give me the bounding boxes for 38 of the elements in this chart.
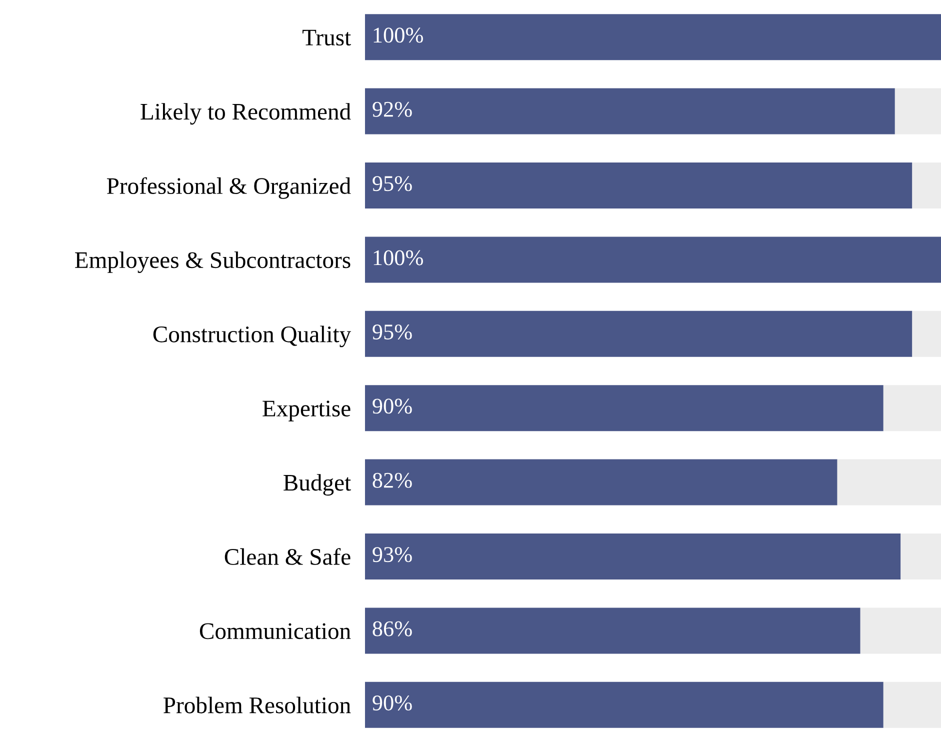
y-tick-label: Clean & Safe: [224, 548, 350, 565]
bar: [365, 682, 884, 728]
bar: [365, 608, 860, 654]
y-tick-label: Construction Quality: [153, 326, 352, 348]
data-label: 95%: [372, 324, 412, 340]
data-label: 82%: [372, 472, 412, 488]
bar: [365, 236, 941, 283]
y-tick-label: Professional & Organized: [106, 177, 351, 199]
data-label: 90%: [372, 398, 412, 414]
bar: [912, 310, 941, 357]
data-label: 93%: [372, 547, 412, 562]
data-label: 86%: [372, 621, 412, 636]
y-tick-label: Employees & Subcontractors: [75, 252, 350, 273]
y-tick-label: Trust: [302, 30, 351, 46]
bar: [365, 459, 838, 506]
bar: [365, 310, 912, 357]
y-tick-label: Likely to Recommend: [140, 103, 351, 125]
data-label: 90%: [372, 695, 412, 711]
bar: [883, 682, 941, 728]
bar: [365, 14, 941, 60]
bar: [883, 385, 941, 432]
data-label: 100%: [374, 250, 423, 266]
y-tick-label: Problem Resolution: [164, 696, 351, 714]
data-label: 92%: [372, 102, 412, 117]
bar: [860, 608, 941, 654]
bar: [365, 385, 884, 432]
bar: [900, 534, 941, 580]
data-label: 95%: [372, 176, 412, 192]
y-tick-label: Budget: [284, 474, 351, 496]
bar: [894, 88, 941, 134]
y-tick-label: Expertise: [262, 400, 350, 422]
bar: [912, 162, 941, 208]
data-label: 100%: [374, 28, 423, 43]
bar: [365, 534, 901, 580]
bar: [365, 88, 895, 134]
y-tick-label: Communication: [200, 623, 351, 640]
bar: [365, 162, 912, 208]
bar: [837, 459, 941, 506]
